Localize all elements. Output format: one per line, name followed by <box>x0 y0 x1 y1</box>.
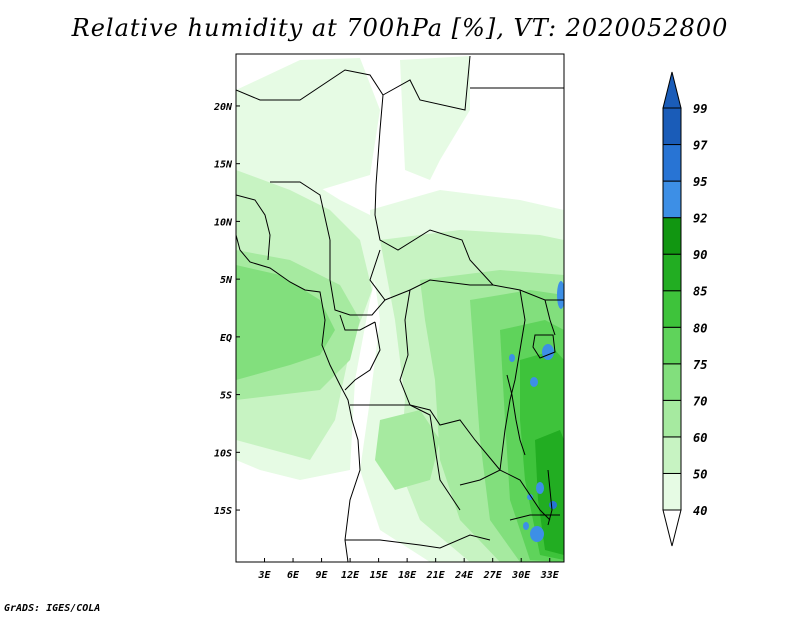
colorbar-label: 97 <box>693 139 708 153</box>
lon-tick-label: 6E <box>287 570 300 581</box>
border-uganda-kenya <box>544 299 556 336</box>
colorbar-label: 95 <box>693 175 707 189</box>
lat-tick-label: EQ <box>220 333 232 344</box>
colorbar-label: 75 <box>693 358 707 372</box>
shade-south-pocket <box>375 410 440 490</box>
border-gabon <box>339 314 376 331</box>
shade-blue-7 <box>549 501 557 509</box>
footer-credit: GrADS: IGES/COLA <box>4 603 101 614</box>
shade-blue-1 <box>557 281 564 309</box>
border-mozambique <box>509 514 560 521</box>
lat-tick-label: 5S <box>220 391 232 402</box>
lon-tick-label: 30E <box>511 570 531 581</box>
border-nigeria <box>270 181 331 241</box>
lon-tick-label: 33E <box>540 570 560 581</box>
shade-blue-2 <box>542 344 554 360</box>
lon-axis: 3E 6E 9E 12E 15E 18E 21E 24E 27E 30E 33E <box>257 558 560 581</box>
colorbar-label: 85 <box>693 285 707 299</box>
border-north-2 <box>382 55 471 111</box>
shade-blue-4 <box>509 354 515 362</box>
chart-title: Relative humidity at 700hPa [%], VT: 202… <box>71 14 729 42</box>
lon-tick-label: 12E <box>341 570 360 581</box>
colorbar-label: 60 <box>693 431 707 445</box>
border-cameroon <box>329 240 386 316</box>
lake-tanganyika <box>506 374 526 456</box>
lon-tick-label: 21E <box>426 570 446 581</box>
colorbar-label: 90 <box>693 248 707 262</box>
shade-north <box>236 58 380 190</box>
border-angola <box>350 404 461 511</box>
colorbar-segment <box>662 363 682 401</box>
lat-tick-label: 10N <box>214 217 233 228</box>
colorbar-segment <box>662 107 682 146</box>
colorbar-label: 80 <box>693 321 707 335</box>
borders <box>236 55 564 562</box>
shade-blue-3 <box>530 377 538 387</box>
colorbar-label: 40 <box>693 504 707 518</box>
lake-malawi <box>547 469 553 526</box>
border-car <box>369 249 564 301</box>
border-drc-west <box>344 321 381 391</box>
colorbar-min-arrow <box>662 509 682 547</box>
colorbar-segment <box>662 290 682 328</box>
border-zambia <box>459 469 551 521</box>
shade-coast <box>236 265 335 380</box>
lat-tick-label: 15N <box>214 160 233 171</box>
colorbar-label: 92 <box>693 212 707 226</box>
colorbar-label: 50 <box>693 467 707 481</box>
colorbar-max-arrow <box>662 71 682 109</box>
shade-blue-6 <box>527 494 533 500</box>
shade-blue-8 <box>530 526 544 542</box>
shade-blue-5 <box>536 482 544 494</box>
lat-axis: 20N 15N 10N 5N EQ 5S 10S 15S <box>213 102 240 517</box>
border-north-1 <box>236 69 384 186</box>
lat-tick-label: 10S <box>214 448 232 459</box>
colorbar-segment <box>662 472 682 511</box>
lon-tick-label: 3E <box>257 570 271 581</box>
coastline-west <box>236 234 361 562</box>
map-frame <box>235 53 565 563</box>
lat-tick-label: 5N <box>220 275 233 286</box>
colorbar-segment <box>662 180 682 219</box>
lon-tick-label: 18E <box>398 570 417 581</box>
humidity-shading <box>236 56 564 562</box>
colorbar-label: 70 <box>693 394 707 408</box>
border-chad <box>374 184 494 286</box>
lon-tick-label: 24E <box>454 570 474 581</box>
colorbar-segment <box>662 144 682 182</box>
border-angola-south <box>345 534 491 549</box>
lon-tick-label: 9E <box>316 570 329 581</box>
lon-tick-label: 15E <box>370 570 389 581</box>
shade-east-darkest <box>535 430 564 555</box>
colorbar-segment <box>662 217 682 255</box>
lon-tick-label: 27E <box>483 570 503 581</box>
border-drc <box>399 289 501 471</box>
colorbar: 40 50 60 70 75 80 85 90 92 95 97 99 <box>662 71 708 547</box>
colorbar-segment <box>662 253 682 292</box>
colorbar-segment <box>662 436 682 474</box>
shade-north-east <box>400 56 470 180</box>
lake-victoria <box>532 334 556 359</box>
shade-blue-9 <box>523 522 529 530</box>
colorbar-label: 99 <box>693 102 707 116</box>
lat-tick-label: 20N <box>213 102 233 113</box>
border-west-small <box>236 194 271 261</box>
colorbar-segment <box>662 399 682 438</box>
border-east-africa <box>499 289 526 471</box>
lat-tick-label: 15S <box>214 506 232 517</box>
colorbar-segment <box>662 326 682 365</box>
